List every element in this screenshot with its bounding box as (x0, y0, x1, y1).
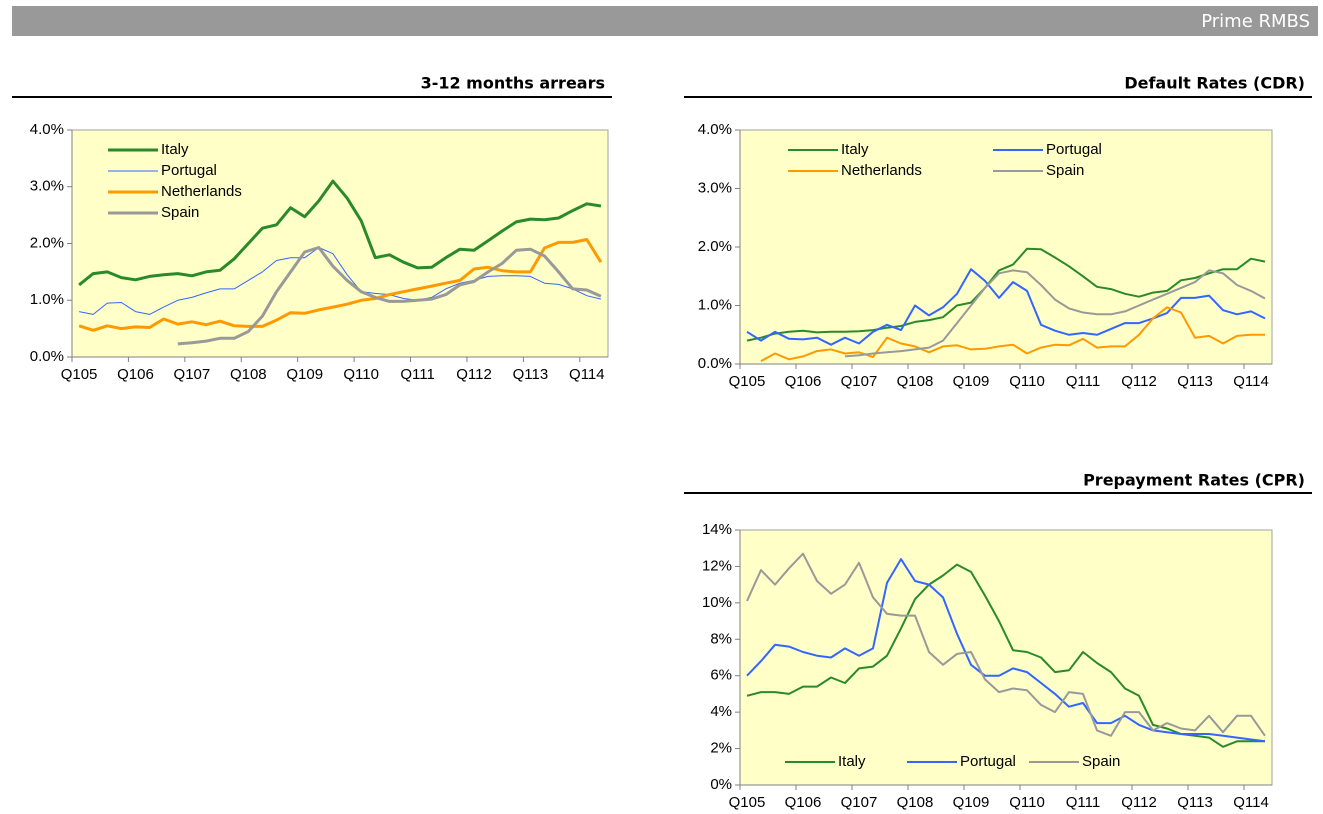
series-line (746, 268, 1266, 346)
x-tick-label: Q108 (897, 794, 934, 811)
y-tick-label: 3.0% (698, 179, 732, 196)
chart-title: 3-12 months arrears (421, 74, 605, 93)
series-line (79, 247, 602, 315)
x-tick-label: Q111 (1066, 373, 1100, 390)
x-tick-label: Q111 (1066, 794, 1100, 811)
y-tick-label: 0.0% (698, 355, 732, 372)
y-tick-label: 4.0% (30, 121, 64, 138)
series-line (78, 179, 602, 287)
x-tick-label: Q106 (117, 366, 154, 383)
y-tick-label: 1.0% (30, 291, 64, 308)
y-tick-label: 2% (710, 740, 732, 757)
legend-label: Portugal (960, 753, 1016, 770)
series-line (177, 246, 602, 346)
x-tick-label: Q109 (953, 794, 990, 811)
y-tick-label: 2.0% (30, 234, 64, 251)
x-tick-label: Q112 (456, 366, 492, 383)
series-line (78, 238, 603, 332)
y-tick-label: 3.0% (30, 178, 64, 195)
x-tick-label: Q110 (1009, 794, 1045, 811)
x-tick-label: Q109 (953, 373, 990, 390)
plot-area (739, 529, 1273, 786)
x-tick-label: Q112 (1121, 373, 1157, 390)
series-line (760, 306, 1265, 362)
y-tick-label: 10% (702, 594, 732, 611)
legend-label: Spain (1082, 753, 1120, 770)
y-tick-label: 0% (710, 776, 732, 793)
y-tick-label: 1.0% (698, 296, 732, 313)
legend-label: Netherlands (841, 162, 922, 179)
x-tick-label: Q107 (174, 366, 211, 383)
x-tick-label: Q107 (841, 373, 878, 390)
x-tick-label: Q110 (1009, 373, 1045, 390)
x-tick-label: Q110 (343, 366, 379, 383)
chart-title: Prepayment Rates (CPR) (1083, 471, 1305, 490)
header-title: Prime RMBS (1201, 11, 1310, 32)
series-line (746, 558, 1266, 743)
plot-area (71, 129, 609, 358)
legend-label: Portugal (1046, 141, 1102, 158)
plot-area (739, 129, 1273, 365)
y-tick-label: 8% (710, 630, 732, 647)
chart-title: Default Rates (CDR) (1124, 74, 1305, 93)
series-line (746, 247, 1266, 342)
y-tick-label: 4% (710, 703, 732, 720)
legend-label: Spain (1046, 162, 1084, 179)
header-bar (12, 6, 1318, 36)
y-tick-label: 12% (702, 557, 732, 574)
legend-label: Italy (838, 753, 866, 770)
x-tick-label: Q114 (1233, 794, 1269, 811)
y-tick-label: 0.0% (30, 348, 64, 365)
x-tick-label: Q113 (1177, 794, 1213, 811)
x-tick-label: Q112 (1121, 794, 1157, 811)
x-tick-label: Q111 (400, 366, 434, 383)
x-tick-label: Q109 (286, 366, 323, 383)
x-tick-label: Q105 (729, 373, 766, 390)
series-line (746, 552, 1266, 737)
x-tick-label: Q108 (230, 366, 267, 383)
y-tick-label: 4.0% (698, 121, 732, 138)
legend-label: Italy (841, 141, 869, 158)
x-tick-label: Q114 (1233, 373, 1269, 390)
x-tick-label: Q106 (785, 794, 822, 811)
y-tick-label: 6% (710, 667, 732, 684)
legend-label: Italy (161, 141, 189, 158)
y-tick-label: 14% (702, 521, 732, 538)
x-tick-label: Q107 (841, 794, 878, 811)
legend-label: Portugal (161, 162, 217, 179)
legend-label: Netherlands (161, 183, 242, 200)
x-tick-label: Q105 (729, 794, 766, 811)
x-tick-label: Q108 (897, 373, 934, 390)
x-tick-label: Q113 (1177, 373, 1213, 390)
x-tick-label: Q113 (513, 366, 549, 383)
x-tick-label: Q106 (785, 373, 822, 390)
legend-label: Spain (161, 204, 199, 221)
series-line (844, 269, 1266, 358)
y-tick-label: 2.0% (698, 238, 732, 255)
x-tick-label: Q105 (61, 366, 98, 383)
x-tick-label: Q114 (569, 366, 605, 383)
